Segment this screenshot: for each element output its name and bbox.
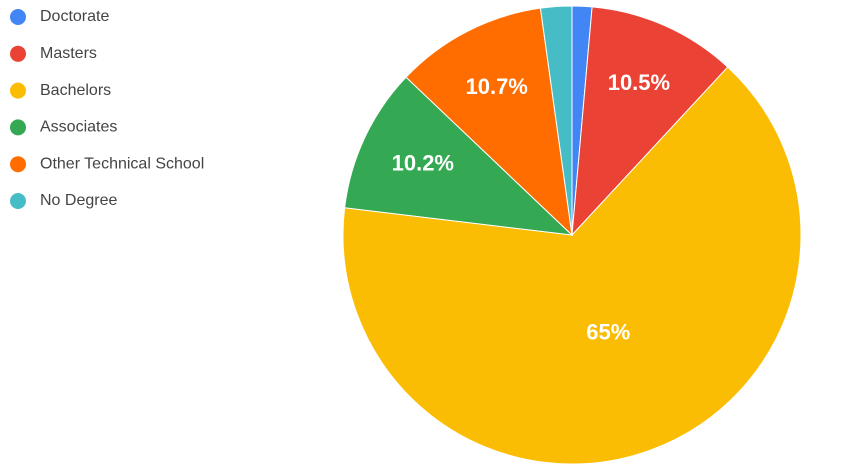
pie-slice [405, 7, 573, 237]
pie-slice [344, 76, 574, 236]
legend-label: No Degree [40, 192, 117, 209]
legend-label: Masters [40, 45, 97, 62]
slice-label: 10.2% [392, 151, 454, 176]
pie-slice [342, 66, 802, 465]
legend-marker [10, 9, 26, 25]
slice-label: 65% [586, 320, 630, 345]
legend-marker [10, 193, 26, 209]
legend-label: Bachelors [40, 82, 111, 99]
legend-label: Other Technical School [40, 155, 204, 172]
legend-marker [10, 119, 26, 136]
slice-label: 10.7% [465, 74, 527, 99]
legend-marker [10, 156, 26, 173]
legend-marker [10, 45, 26, 62]
legend-label: Associates [40, 119, 117, 136]
slice-label: 10.5% [608, 70, 670, 95]
legend-label: Doctorate [40, 8, 109, 25]
pie-slice [571, 6, 729, 237]
legend-marker [10, 82, 26, 99]
pie-slice [539, 5, 573, 236]
